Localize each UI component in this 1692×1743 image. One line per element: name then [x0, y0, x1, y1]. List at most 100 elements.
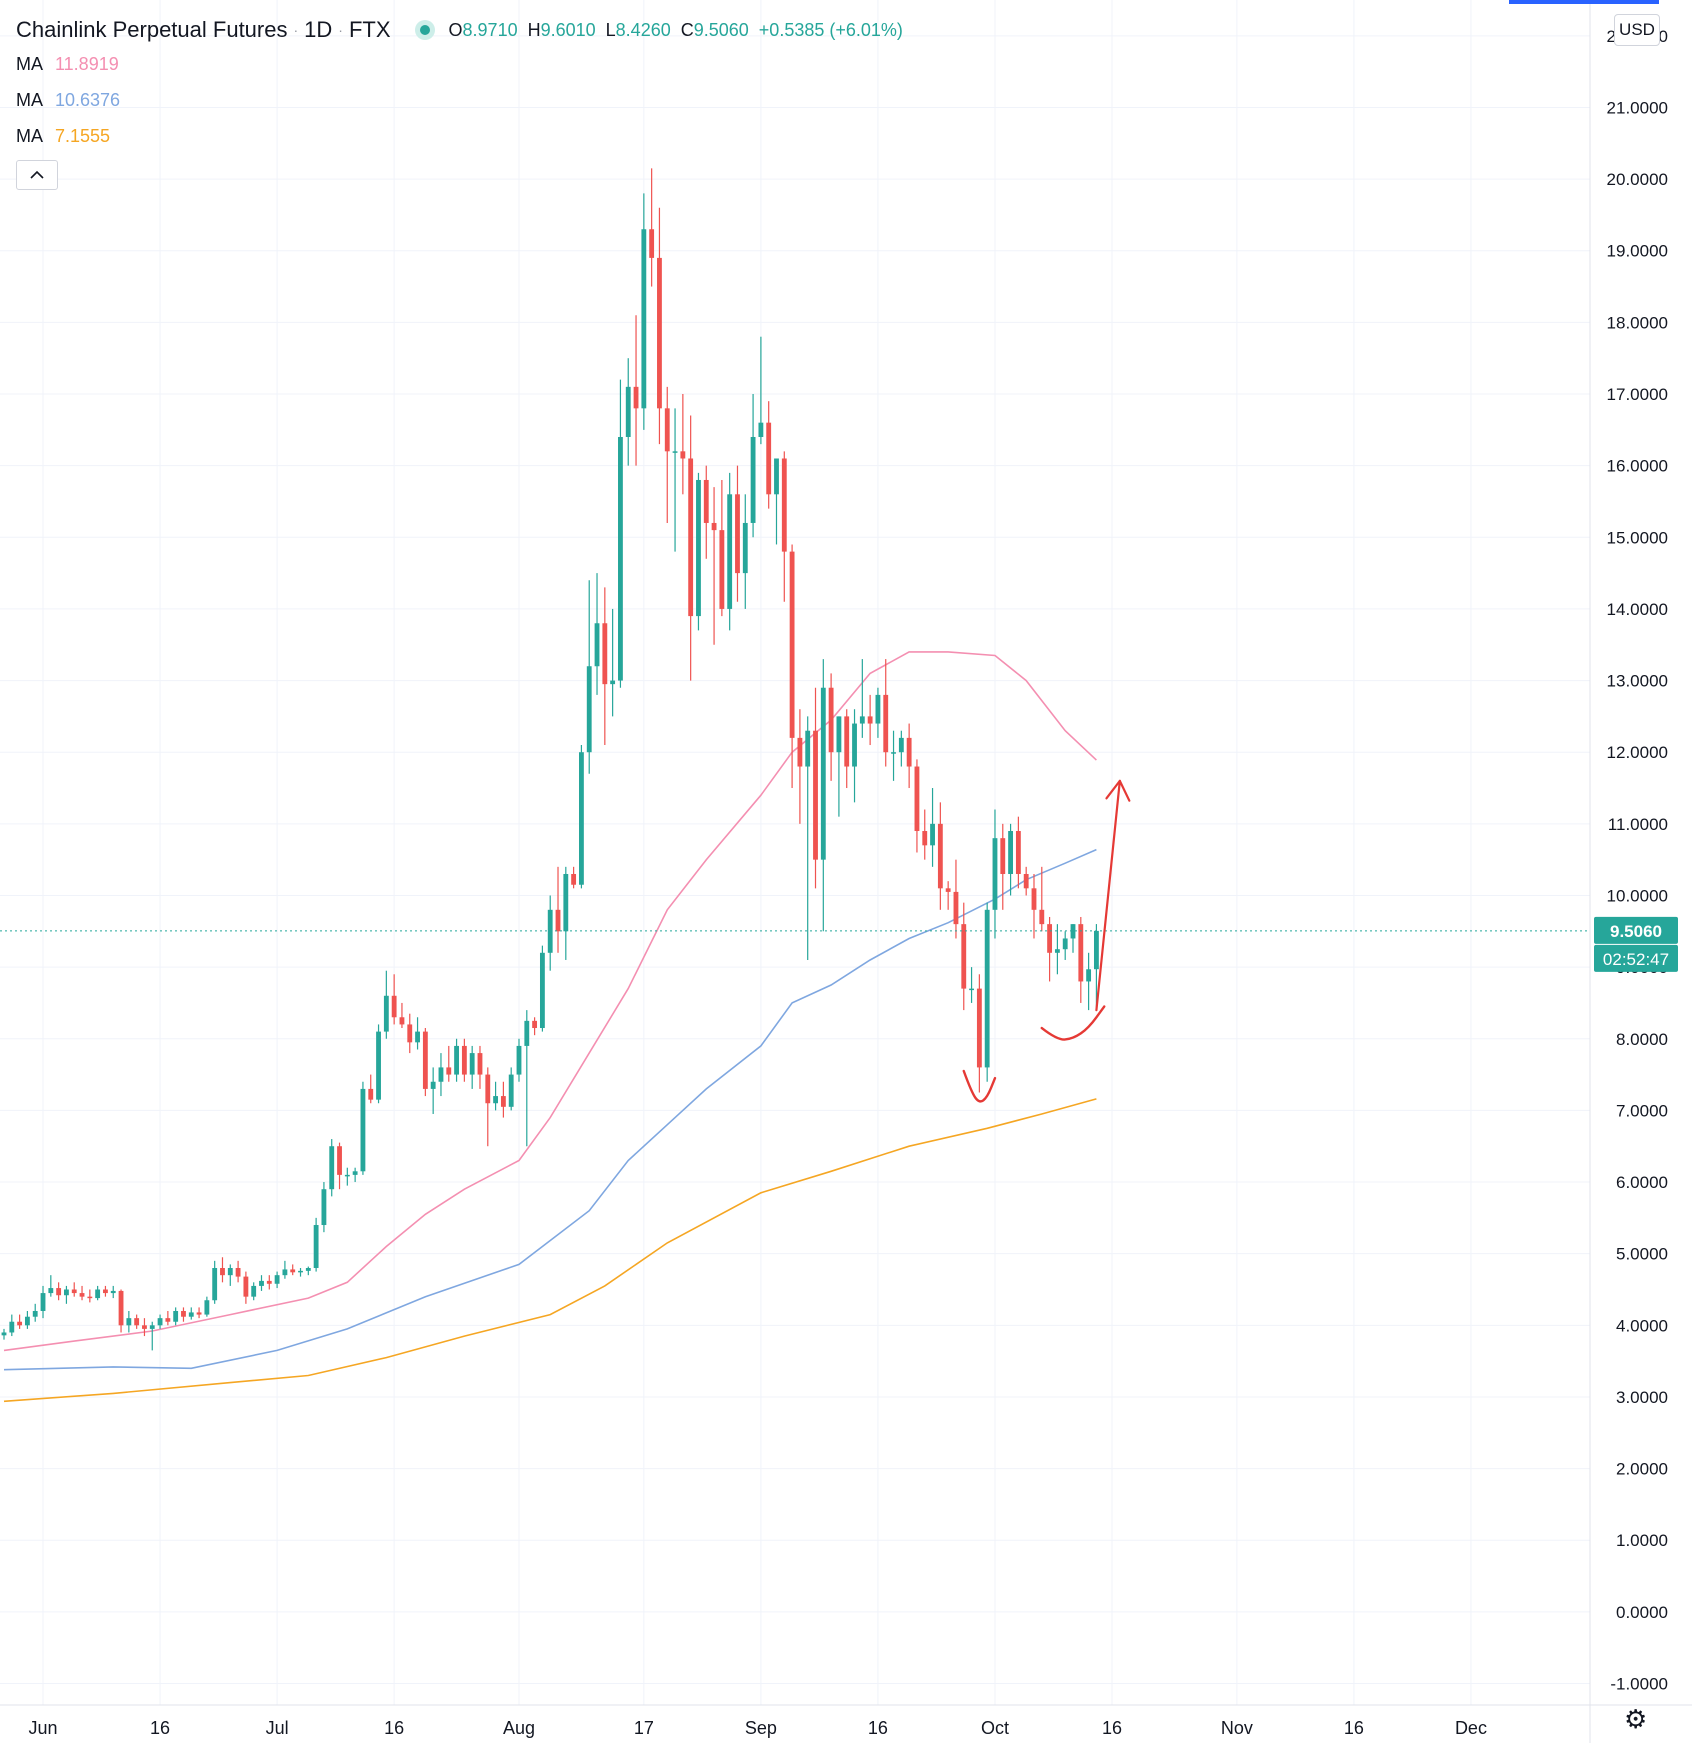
interval-label[interactable]: 1D: [304, 17, 333, 42]
candle-down: [87, 1289, 93, 1303]
candle-body: [703, 479, 709, 523]
candle-up: [110, 1285, 116, 1299]
candle-body: [1031, 888, 1037, 910]
x-tick-label: Dec: [1455, 1718, 1487, 1738]
candle-down: [1015, 816, 1021, 889]
candle-down: [243, 1271, 249, 1304]
candle-body: [110, 1290, 116, 1294]
candle-body: [235, 1268, 241, 1277]
candle-body: [937, 823, 943, 889]
candle-body: [1070, 924, 1076, 939]
candle-body: [992, 838, 998, 910]
candle-up: [227, 1264, 233, 1286]
candle-body: [383, 995, 389, 1032]
candle-up: [875, 687, 881, 738]
candle-up: [415, 1017, 420, 1050]
y-tick-label: 6.0000: [1616, 1173, 1668, 1192]
candle-body: [149, 1325, 155, 1329]
candle-body: [204, 1300, 210, 1315]
top-accent-strip: [1509, 0, 1659, 4]
candle-down: [906, 723, 912, 789]
y-tick-label: 15.0000: [1607, 528, 1668, 547]
y-tick-label: 17.0000: [1607, 385, 1668, 404]
candle-body: [274, 1275, 280, 1284]
candle-body: [922, 831, 928, 846]
candle-up: [742, 494, 748, 609]
indicator-row-ma-3[interactable]: MA 7.1555: [16, 118, 913, 154]
candle-body: [9, 1321, 15, 1333]
candle-down: [735, 465, 740, 602]
candle-up: [891, 730, 896, 781]
candle-body: [774, 458, 779, 495]
candle-body: [883, 694, 889, 753]
candle-body: [945, 888, 951, 892]
candle-up: [305, 1266, 311, 1276]
ohlc-close: C9.5060: [681, 20, 749, 41]
currency-button[interactable]: USD: [1614, 14, 1660, 46]
candle-down: [56, 1282, 62, 1301]
candle-body: [79, 1293, 85, 1297]
candle-up: [672, 408, 678, 552]
indicator-row-ma-1[interactable]: MA 11.8919: [16, 46, 913, 82]
candle-down: [391, 974, 397, 1025]
indicator-row-ma-2[interactable]: MA 10.6376: [16, 82, 913, 118]
candle-down: [555, 866, 561, 953]
candle-down: [1000, 823, 1006, 910]
x-tick-label: 16: [1344, 1718, 1364, 1738]
y-tick-label: 12.0000: [1607, 743, 1668, 762]
candle-body: [1093, 930, 1099, 970]
candle-body: [680, 451, 686, 459]
candle-body: [446, 1067, 452, 1075]
candle-up: [493, 1081, 499, 1111]
candle-up: [274, 1271, 280, 1289]
candle-body: [984, 909, 990, 1068]
separator-dot: ·: [338, 22, 343, 38]
y-tick-label: 1.0000: [1616, 1531, 1668, 1550]
candle-body: [430, 1081, 436, 1089]
candle-up: [329, 1139, 335, 1197]
ma-line-3: [3, 1098, 1097, 1403]
y-tick-label: 18.0000: [1607, 313, 1668, 332]
symbol-header: Chainlink Perpetual Futures · 1D · FTX O…: [16, 14, 913, 46]
candle-down: [118, 1289, 124, 1333]
candle-body: [1, 1332, 7, 1336]
candle-body: [805, 730, 811, 767]
candle-down: [337, 1142, 342, 1190]
candle-body: [157, 1318, 163, 1326]
candle-down: [781, 451, 787, 602]
y-tick-label: 0.0000: [1616, 1603, 1668, 1622]
candle-down: [664, 386, 670, 523]
candlestick-series: [1, 168, 1099, 1351]
collapse-indicators-button[interactable]: [16, 160, 58, 190]
candle-up: [618, 379, 623, 688]
candle-up: [852, 709, 857, 803]
candle-body: [524, 1020, 530, 1046]
y-tick-label: 10.0000: [1607, 886, 1668, 905]
candle-up: [586, 580, 592, 774]
candle-up: [524, 1010, 530, 1147]
candle-down: [703, 465, 709, 559]
candle-down: [532, 1017, 538, 1036]
candle-up: [32, 1303, 38, 1322]
candle-body: [126, 1318, 132, 1326]
candle-down: [477, 1045, 483, 1089]
candle-body: [64, 1289, 69, 1296]
moving-average-lines: [3, 651, 1097, 1403]
y-tick-label: 19.0000: [1607, 242, 1668, 261]
symbol-name[interactable]: Chainlink Perpetual Futures: [16, 17, 288, 42]
candle-up: [594, 573, 600, 695]
candle-body: [563, 873, 569, 932]
gear-icon[interactable]: ⚙: [1624, 1704, 1648, 1734]
candle-down: [922, 809, 928, 860]
candle-up: [969, 967, 974, 1003]
candle-down: [368, 1074, 374, 1104]
candle-up: [204, 1296, 210, 1317]
candle-up: [173, 1307, 179, 1326]
candle-body: [1023, 873, 1029, 889]
candle-body: [813, 730, 818, 860]
candle-down: [789, 544, 795, 789]
indicator-value: 11.8919: [55, 53, 119, 74]
candle-body: [24, 1316, 30, 1326]
